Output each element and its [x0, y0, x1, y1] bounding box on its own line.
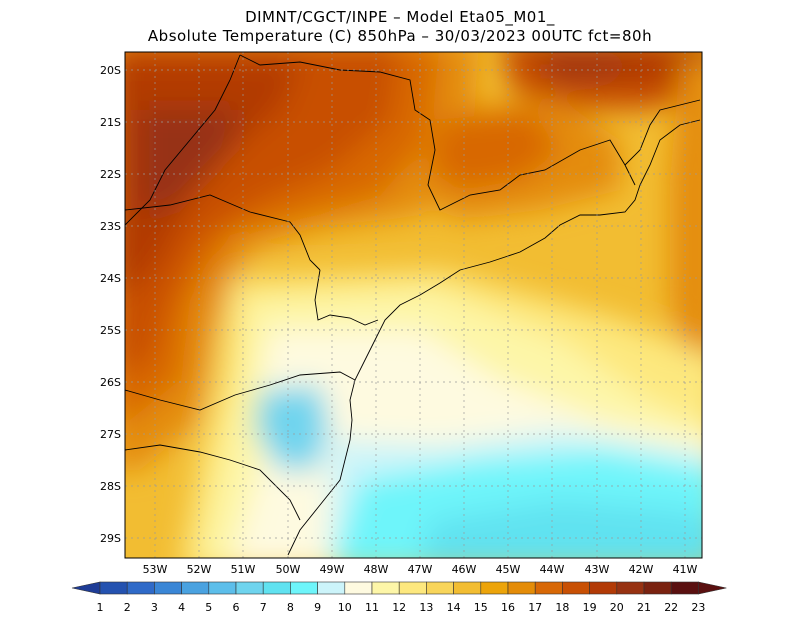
colorbar-swatch	[426, 581, 454, 595]
colorbar-label: 3	[151, 601, 158, 614]
colorbar-label: 5	[205, 601, 212, 614]
colorbar-label: 7	[260, 601, 267, 614]
colorbar-swatch	[126, 581, 155, 595]
coastline	[125, 54, 701, 556]
lon-label: 48W	[364, 563, 389, 576]
lon-label: 42W	[629, 563, 654, 576]
colorbar-label: 14	[447, 601, 461, 614]
colorbar-label: 6	[233, 601, 240, 614]
colorbar-label: 22	[664, 601, 678, 614]
color-scale-bar	[71, 581, 727, 595]
colorbar-label: 11	[365, 601, 379, 614]
colorbar-swatch	[262, 581, 291, 595]
colorbar-swatch	[344, 581, 373, 595]
colorbar-label: 10	[338, 601, 352, 614]
colorbar-swatch	[534, 581, 563, 595]
colorbar-swatch	[480, 581, 509, 595]
temperature-field	[125, 52, 702, 558]
grid-lines	[125, 52, 702, 558]
colorbar-left-arrow	[71, 581, 101, 595]
colorbar-swatch	[154, 581, 182, 595]
lon-label: 51W	[231, 563, 256, 576]
colorbar-label: 20	[610, 601, 624, 614]
colorbar-swatch	[317, 581, 346, 595]
lat-label: 26S	[100, 376, 121, 389]
lon-label: 41W	[673, 563, 698, 576]
lat-label: 20S	[100, 64, 121, 77]
map-title-line1: DIMNT/CGCT/INPE – Model Eta05_M01_	[245, 8, 555, 26]
colorbar-label: 19	[583, 601, 597, 614]
lon-label: 47W	[408, 563, 433, 576]
lat-label: 29S	[100, 532, 121, 545]
colorbar-swatch	[371, 581, 400, 595]
lat-label: 22S	[100, 168, 121, 181]
colorbar-label: 16	[501, 601, 515, 614]
colorbar-label: 9	[314, 601, 321, 614]
colorbar-label: 4	[178, 601, 185, 614]
colorbar-label: 15	[474, 601, 488, 614]
lat-label: 25S	[100, 324, 121, 337]
lon-label: 53W	[143, 563, 168, 576]
colorbar-label: 2	[124, 601, 131, 614]
colorbar-label: 23	[691, 601, 705, 614]
colorbar-label: 21	[637, 601, 651, 614]
colorbar-label: 17	[528, 601, 542, 614]
lat-label: 23S	[100, 220, 121, 233]
colorbar-swatch	[670, 581, 699, 595]
lat-label: 21S	[100, 116, 121, 129]
colorbar-swatch	[398, 581, 427, 595]
colorbar-right-arrow	[698, 581, 727, 595]
colorbar-swatch	[616, 581, 645, 595]
colorbar-swatch	[181, 581, 210, 595]
colorbar-swatch	[290, 581, 318, 595]
lon-label: 52W	[187, 563, 212, 576]
longitude-labels: 53W 52W 51W 50W 49W 48W 47W 46W 45W 44W …	[143, 563, 698, 576]
colorbar-swatch	[208, 581, 237, 595]
colorbar-label: 12	[392, 601, 406, 614]
colorbar-swatch	[235, 581, 264, 595]
colorbar-label: 13	[419, 601, 433, 614]
lon-label: 44W	[540, 563, 565, 576]
lon-label: 49W	[320, 563, 345, 576]
colorbar-label: 18	[555, 601, 569, 614]
colorbar-label: 8	[287, 601, 294, 614]
latitude-labels: 20S 21S 22S 23S 24S 25S 26S 27S 28S 29S	[100, 64, 121, 545]
colorbar-swatch	[589, 581, 618, 595]
colorbar-label: 1	[97, 601, 104, 614]
lat-label: 27S	[100, 428, 121, 441]
map-title-line2: Absolute Temperature (C) 850hPa – 30/03/…	[147, 27, 653, 45]
map-frame	[124, 51, 703, 559]
colorbar-swatch	[643, 581, 672, 595]
colorbar-swatch	[562, 581, 590, 595]
colorbar-swatch	[453, 581, 482, 595]
lon-label: 45W	[496, 563, 521, 576]
lat-label: 28S	[100, 480, 121, 493]
lon-label: 46W	[452, 563, 477, 576]
lat-label: 24S	[100, 272, 121, 285]
color-scale-labels: 1 2 3 4 5 6 7 8 9 10 11 12 13 14 15 16 17 18 19 20 21 22 23	[97, 601, 706, 614]
lon-label: 50W	[276, 563, 301, 576]
lon-label: 43W	[585, 563, 610, 576]
colorbar-swatch	[99, 581, 128, 595]
colorbar-swatch	[507, 581, 536, 595]
